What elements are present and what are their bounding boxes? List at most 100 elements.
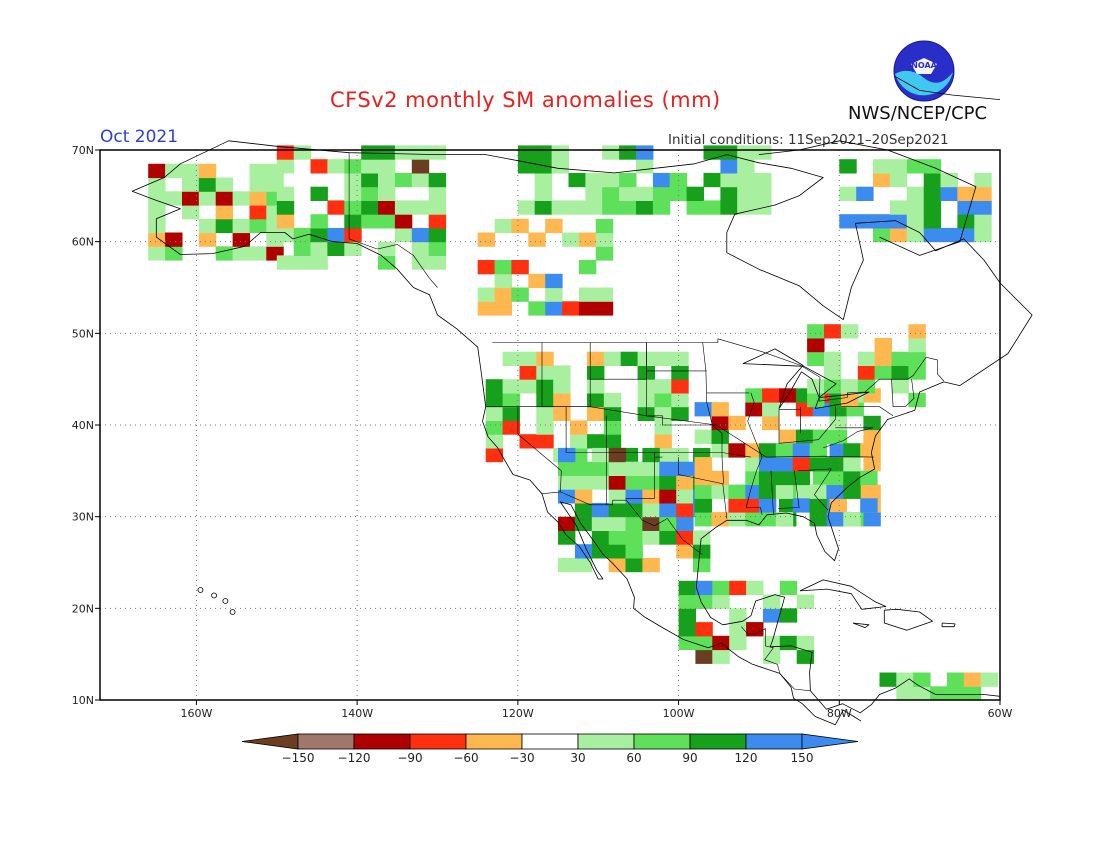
anomaly-cell	[957, 200, 975, 215]
anomaly-cell	[545, 218, 563, 234]
anomaly-cell	[809, 498, 827, 513]
anomaly-cell	[775, 443, 794, 458]
anomaly-cell	[711, 484, 729, 499]
anomaly-cell	[745, 512, 763, 527]
anomaly-cell	[619, 200, 637, 215]
anomaly-cell	[703, 200, 721, 215]
anomaly-cell	[879, 672, 897, 687]
anomaly-cell	[947, 686, 965, 701]
anomaly-cell	[857, 379, 876, 394]
anomaly-cell	[562, 301, 580, 316]
pacific-coastline	[131, 190, 862, 726]
anomaly-cell	[602, 172, 620, 188]
anomaly-cell	[906, 159, 925, 174]
anomaly-cell	[703, 145, 721, 160]
anomaly-cell	[293, 145, 312, 160]
anomaly-cell	[923, 186, 942, 201]
anomaly-cell	[310, 159, 328, 174]
anomaly-cell	[148, 246, 166, 261]
anomaly-cell	[327, 200, 345, 215]
anomaly-cell	[585, 186, 603, 201]
anomaly-cell	[695, 635, 713, 651]
anomaly-cell	[923, 200, 942, 215]
state-boundary	[745, 392, 763, 515]
anomaly-cell	[494, 301, 512, 316]
anomaly-cell	[502, 379, 520, 394]
state-boundary	[646, 342, 717, 426]
anomaly-cell	[693, 530, 711, 545]
anomaly-cell	[562, 232, 580, 247]
colorbar-segment	[745, 733, 803, 750]
anomaly-cell	[578, 232, 597, 247]
anomaly-cell	[874, 365, 892, 380]
anomaly-cell	[963, 686, 982, 701]
anomaly-cell	[536, 351, 554, 366]
hawaii-island	[211, 592, 218, 599]
anomaly-cell	[534, 200, 553, 215]
anomaly-cell	[659, 475, 677, 490]
anomaly-cell	[587, 392, 605, 408]
anomaly-cell	[873, 159, 891, 174]
anomaly-cell	[908, 337, 926, 353]
anomaly-cell	[762, 608, 781, 623]
anomaly-cell	[671, 351, 689, 366]
anomaly-cell	[856, 186, 874, 201]
anomaly-cell	[746, 580, 764, 596]
colorbar-segment	[577, 733, 635, 750]
anomaly-cell	[746, 622, 764, 637]
anomaly-cell	[148, 177, 166, 192]
anomaly-cell	[676, 530, 694, 545]
anomaly-cell	[344, 227, 362, 243]
anomaly-cell	[361, 159, 379, 174]
anomaly-cell	[411, 200, 430, 215]
cuba-outline	[799, 579, 887, 610]
lon-tick-label: 120W	[502, 707, 534, 720]
map-title: CFSv2 monthly SM anomalies (mm)	[330, 88, 721, 112]
anomaly-cell	[232, 232, 250, 247]
anomaly-cell	[608, 447, 627, 463]
anomaly-cell	[908, 324, 926, 339]
anomaly-cell	[908, 365, 926, 380]
anomaly-cell	[494, 287, 512, 302]
anomaly-cell	[745, 443, 763, 458]
anomaly-cell	[310, 214, 328, 229]
anomaly-cell	[711, 429, 729, 444]
colorbar-segment	[689, 733, 747, 750]
anomaly-cell	[608, 516, 627, 531]
anomaly-cell	[536, 365, 554, 380]
anomaly-cell	[711, 470, 729, 486]
anomaly-cell	[863, 457, 881, 472]
lat-tick-label: 10N	[72, 694, 94, 707]
anomaly-cell	[551, 159, 569, 174]
anomaly-cell	[428, 172, 447, 188]
noaa-logo: NOAA	[893, 40, 955, 102]
anomaly-cell	[807, 324, 825, 339]
anomaly-cell	[676, 489, 694, 504]
anomaly-cell	[923, 214, 942, 229]
anomaly-cell	[276, 214, 295, 229]
anomaly-cell	[779, 580, 798, 596]
anomaly-cell	[485, 434, 504, 449]
anomaly-cell	[519, 351, 537, 366]
anomaly-cell	[551, 145, 569, 160]
anomaly-cell	[758, 443, 777, 458]
colorbar-segment	[521, 733, 579, 750]
colorbar-tick-label: −30	[509, 751, 534, 765]
lat-tick-label: 50N	[72, 327, 94, 340]
anomaly-cell	[792, 457, 811, 472]
coastlines	[131, 76, 1033, 726]
anomaly-cell	[528, 232, 546, 247]
anomaly-cell	[602, 186, 620, 201]
anomaly-cell	[361, 172, 379, 188]
anomaly-cell	[578, 287, 597, 302]
anomaly-cell	[775, 512, 794, 527]
lat-tick-label: 40N	[72, 419, 94, 432]
anomaly-cell	[198, 177, 217, 192]
anomaly-cell	[671, 392, 689, 408]
us-mexico-border	[541, 491, 703, 555]
anomaly-cell	[378, 255, 396, 270]
anomaly-cell	[963, 672, 982, 687]
anomaly-cell	[327, 227, 345, 243]
anomaly-cell	[745, 470, 763, 486]
anomaly-cell	[249, 177, 267, 192]
